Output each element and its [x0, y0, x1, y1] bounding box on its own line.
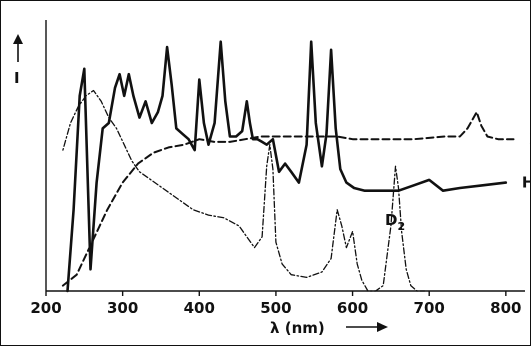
x-tick-label: 600 — [337, 299, 368, 317]
x-axis-title-group: λ (nm) — [270, 319, 388, 337]
series-label-xe: Xe — [530, 130, 531, 148]
x-tick-label: 800 — [490, 299, 521, 317]
x-axis-arrow-head — [377, 322, 388, 332]
series-line-d2 — [62, 89, 426, 292]
y-axis-title-group: I — [13, 34, 23, 87]
x-axis-ticks: 200 300 400 500 600 700 800 — [30, 291, 521, 317]
x-tick-label: 200 — [30, 299, 61, 317]
x-tick-label: 400 — [184, 299, 215, 317]
series-line-hg — [66, 40, 508, 293]
series-layer — [61, 40, 515, 293]
series-line-xe — [61, 111, 515, 287]
series-label-hg: Hg — [522, 174, 531, 192]
x-tick-label: 300 — [107, 299, 138, 317]
y-axis-title: I — [14, 69, 20, 87]
series-label-d2: D2 — [385, 211, 405, 233]
x-tick-label: 500 — [260, 299, 291, 317]
y-axis-arrow-head — [13, 34, 23, 44]
x-axis-title: λ (nm) — [270, 319, 325, 337]
x-tick-label: 700 — [414, 299, 445, 317]
series-labels: Hg Xe D2 — [385, 130, 531, 233]
